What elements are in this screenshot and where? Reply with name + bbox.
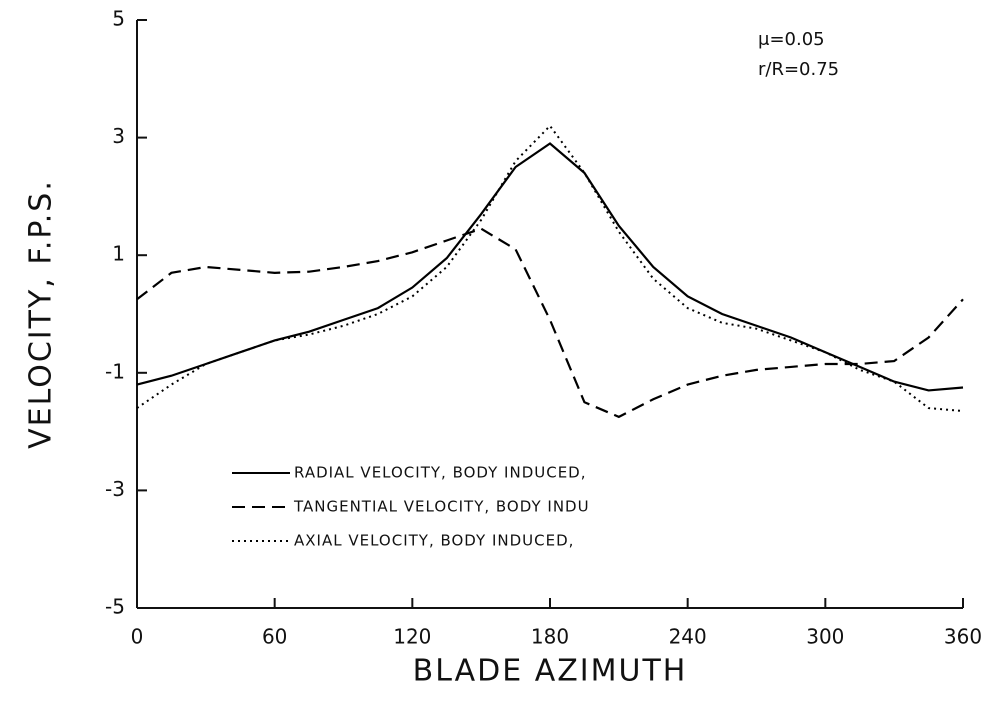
x-axis-label: BLADE AZIMUTH: [413, 654, 688, 689]
legend-label: RADIAL VELOCITY, BODY INDUCED,: [294, 464, 587, 482]
x-tick-label: 120: [393, 625, 431, 649]
y-axis-label: VELOCITY, F.P.S.: [24, 179, 59, 449]
x-tick-label: 180: [531, 625, 569, 649]
legend-label: AXIAL VELOCITY, BODY INDUCED,: [294, 532, 574, 550]
y-tick-label: -3: [105, 477, 125, 501]
x-tick-label: 360: [944, 625, 982, 649]
x-tick-label: 300: [806, 625, 844, 649]
x-tick-label: 60: [262, 625, 287, 649]
y-tick-label: -1: [105, 359, 125, 383]
series-line: [136, 142, 964, 392]
x-tick-label: 0: [131, 625, 144, 649]
annotation: μ=0.05: [758, 29, 825, 50]
y-tick-label: 5: [112, 7, 125, 31]
x-tick-label: 240: [669, 625, 707, 649]
y-tick-label: 1: [112, 242, 125, 266]
annotation: r/R=0.75: [758, 59, 839, 80]
legend-label: TANGENTIAL VELOCITY, BODY INDU: [293, 498, 590, 516]
series-line: [136, 227, 964, 419]
series-line: [136, 124, 964, 413]
y-tick-label: -5: [105, 595, 125, 619]
y-tick-label: 3: [112, 124, 125, 148]
